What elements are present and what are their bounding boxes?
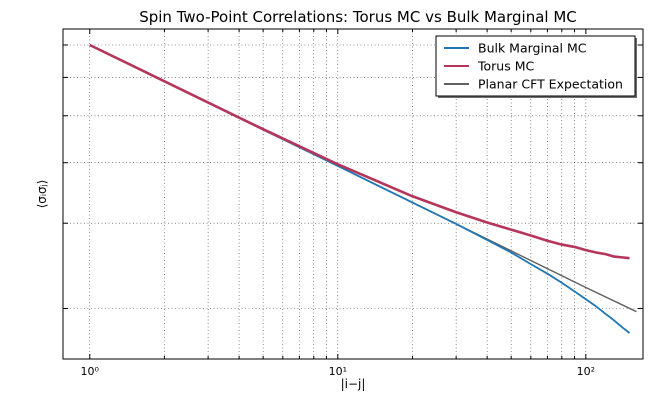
x-tick-label: 10² <box>577 365 595 378</box>
legend: Bulk Marginal MC Torus MC Planar CFT Expec… <box>435 35 637 98</box>
legend-label: Bulk Marginal MC <box>478 41 587 56</box>
x-tick-label: 10¹ <box>329 365 347 378</box>
legend-box <box>435 35 636 97</box>
plot-frame <box>62 28 644 360</box>
y-axis-label: ⟨σᵢσⱼ⟩ <box>35 180 49 209</box>
legend-label: Planar CFT Expectation <box>478 77 623 92</box>
chart-title: Spin Two-Point Correlations: Torus MC vs… <box>139 8 577 26</box>
legend-label: Torus MC <box>477 59 534 74</box>
x-axis-label: |i−j| <box>341 377 366 391</box>
series-lines <box>89 43 637 334</box>
series-line-torus-mc <box>89 43 630 260</box>
x-tick-label: 10⁰ <box>81 365 100 378</box>
grid <box>63 29 643 359</box>
ticks: 10⁰ 10¹ 10² <box>63 29 643 378</box>
